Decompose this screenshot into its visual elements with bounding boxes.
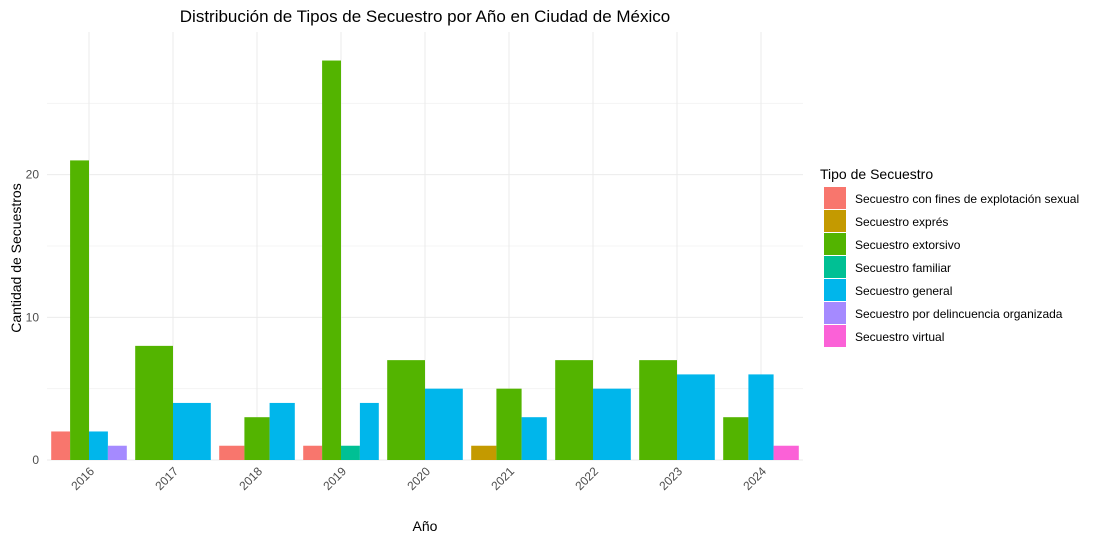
legend-swatch bbox=[824, 325, 846, 347]
bar bbox=[107, 445, 127, 460]
y-tick-label: 10 bbox=[26, 310, 40, 324]
x-tick-label: 2020 bbox=[404, 464, 433, 493]
x-tick-label: 2019 bbox=[320, 464, 349, 493]
x-tick-label: 2018 bbox=[236, 464, 265, 493]
legend-label: Secuestro familiar bbox=[855, 261, 951, 275]
x-tick-label: 2024 bbox=[740, 464, 769, 493]
y-axis-ticks: 0 10 20 bbox=[26, 168, 40, 467]
x-tick-label: 2022 bbox=[572, 464, 601, 493]
bar bbox=[773, 445, 799, 460]
bar bbox=[639, 360, 677, 460]
bar bbox=[219, 445, 245, 460]
bar bbox=[471, 445, 497, 460]
legend-label: Secuestro con fines de explotación sexua… bbox=[855, 192, 1079, 206]
bar bbox=[555, 360, 593, 460]
legend-swatch bbox=[824, 210, 846, 232]
bar bbox=[89, 431, 108, 460]
legend-label: Secuestro virtual bbox=[855, 330, 944, 344]
chart-title: Distribución de Tipos de Secuestro por A… bbox=[180, 7, 670, 26]
bar bbox=[269, 402, 295, 460]
bar bbox=[135, 345, 173, 460]
legend-label: Secuestro exprés bbox=[855, 215, 948, 229]
legend-swatch bbox=[824, 302, 846, 324]
legend-swatch bbox=[824, 233, 846, 255]
y-tick-label: 20 bbox=[26, 168, 40, 182]
legend-swatch bbox=[824, 256, 846, 278]
bar bbox=[677, 374, 715, 460]
legend-label: Secuestro por delincuencia organizada bbox=[855, 307, 1063, 321]
y-axis-title: Cantidad de Secuestros bbox=[8, 183, 24, 332]
bar bbox=[51, 431, 71, 460]
bar bbox=[387, 360, 425, 460]
bar bbox=[359, 402, 379, 460]
bar bbox=[496, 388, 522, 460]
bar bbox=[322, 60, 341, 461]
bar bbox=[244, 417, 270, 460]
bar bbox=[341, 445, 360, 460]
x-tick-label: 2016 bbox=[68, 464, 97, 493]
bar bbox=[593, 388, 631, 460]
bar bbox=[521, 417, 547, 460]
y-tick-label: 0 bbox=[32, 453, 39, 467]
legend-label: Secuestro general bbox=[855, 284, 952, 298]
x-tick-label: 2023 bbox=[656, 464, 685, 493]
legend-label: Secuestro extorsivo bbox=[855, 238, 961, 252]
x-tick-label: 2021 bbox=[488, 464, 517, 493]
legend-swatch bbox=[824, 187, 846, 209]
legend: Tipo de Secuestro Secuestro con fines de… bbox=[820, 166, 1079, 347]
legend-title: Tipo de Secuestro bbox=[820, 166, 933, 182]
legend-swatch bbox=[824, 279, 846, 301]
bar bbox=[748, 374, 774, 460]
bars bbox=[51, 60, 799, 461]
bar bbox=[723, 417, 749, 460]
x-tick-label: 2017 bbox=[152, 464, 181, 493]
x-axis-title: Año bbox=[413, 518, 438, 534]
bar bbox=[173, 402, 211, 460]
bar bbox=[303, 445, 323, 460]
x-axis-ticks: 2016 2017 2018 2019 2020 2021 2022 2023 2024 bbox=[68, 464, 769, 493]
bar bbox=[70, 160, 89, 460]
legend-items: Secuestro con fines de explotación sexua… bbox=[824, 187, 1079, 347]
bar bbox=[425, 388, 463, 460]
